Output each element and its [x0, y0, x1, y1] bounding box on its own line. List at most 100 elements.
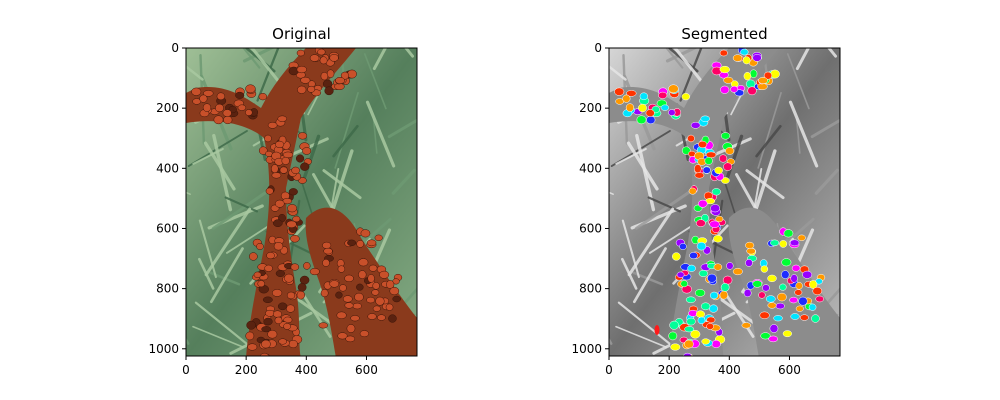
- ladybug: [271, 164, 279, 174]
- ladybug: [392, 295, 401, 303]
- ladybug: [668, 109, 676, 116]
- ladybug: [372, 282, 380, 290]
- ladybug: [730, 85, 739, 93]
- ladybug: [687, 264, 696, 272]
- axes-frame-segmented: [608, 47, 841, 357]
- grass-blade: [615, 325, 668, 348]
- ladybug: [360, 229, 371, 238]
- ladybug: [725, 147, 735, 155]
- y-tick-label: 400: [579, 161, 602, 175]
- ladybug: [802, 270, 813, 279]
- grass-blade: [665, 48, 699, 63]
- ladybug: [279, 166, 288, 174]
- ladybug: [697, 316, 706, 325]
- ladybug: [235, 91, 245, 99]
- ladybug: [322, 241, 332, 249]
- ladybug: [358, 258, 369, 267]
- ladybug: [356, 240, 365, 248]
- ladybug: [638, 103, 647, 113]
- ladybug: [745, 259, 753, 267]
- ladybug: [743, 289, 752, 298]
- grass-blade: [332, 124, 359, 158]
- ladybug: [781, 270, 790, 279]
- ladybug: [689, 252, 698, 260]
- ladybug: [245, 109, 253, 116]
- ladybug: [388, 314, 397, 323]
- ladybug: [741, 322, 751, 329]
- ladybug: [253, 271, 262, 278]
- ladybug: [297, 85, 307, 94]
- ladybug: [295, 154, 305, 163]
- ladybug: [318, 322, 328, 329]
- ladybug: [695, 219, 706, 227]
- ladybug: [668, 84, 679, 94]
- ladybug: [694, 164, 702, 174]
- original-ladybugs: [191, 48, 403, 356]
- ladybug: [747, 86, 757, 96]
- ladybug: [389, 286, 400, 296]
- ladybug: [770, 239, 780, 247]
- ladybug: [344, 302, 354, 309]
- ladybug: [789, 239, 800, 247]
- ladybug: [247, 343, 258, 351]
- grass-blade: [330, 168, 340, 208]
- ladybug: [258, 93, 268, 101]
- ladybug: [721, 177, 730, 184]
- ladybug: [797, 234, 806, 241]
- ladybug: [266, 252, 275, 260]
- ladybug: [626, 90, 637, 97]
- ladybug: [636, 115, 647, 125]
- ladybug: [337, 332, 348, 340]
- ladybug: [335, 291, 343, 299]
- ladybug: [783, 229, 794, 238]
- ladybug: [639, 92, 649, 101]
- ladybug: [791, 264, 801, 272]
- grass-blade: [242, 48, 276, 63]
- ladybug: [701, 338, 710, 345]
- ladybug: [752, 280, 763, 288]
- ladybug: [309, 268, 320, 276]
- original-photo: [186, 48, 417, 356]
- ladybug: [282, 151, 294, 159]
- grass-blade: [224, 196, 259, 213]
- ladybug: [275, 140, 285, 149]
- ladybug: [203, 90, 214, 97]
- ladybug: [324, 86, 334, 96]
- ladybug: [686, 317, 696, 326]
- ladybug: [371, 289, 380, 296]
- grass-blade: [301, 134, 321, 184]
- ladybug: [681, 146, 691, 155]
- y-tick-label: 600: [156, 221, 179, 235]
- stray-segment: [654, 325, 660, 335]
- ladybug: [352, 302, 362, 310]
- ladybug: [344, 274, 354, 283]
- ladybug: [695, 310, 705, 318]
- ladybug: [287, 204, 297, 213]
- ladybug: [683, 352, 692, 356]
- ladybug: [265, 187, 274, 195]
- ladybug: [679, 243, 687, 251]
- ladybug: [267, 329, 278, 339]
- grass-blade: [814, 168, 839, 195]
- ladybug: [808, 303, 817, 311]
- ladybug: [296, 65, 307, 74]
- ladybug: [292, 215, 301, 223]
- ladybug: [670, 343, 681, 351]
- ladybug: [356, 283, 364, 291]
- ladybug: [286, 291, 296, 300]
- y-tick-label: 1000: [571, 342, 602, 356]
- ladybug: [237, 104, 247, 111]
- ladybug: [272, 310, 282, 318]
- ladybug: [277, 115, 287, 122]
- x-tick-label: 0: [605, 363, 613, 377]
- ladybug: [723, 162, 733, 171]
- ladybug: [191, 87, 202, 96]
- grass-blade: [626, 141, 659, 191]
- ladybug: [722, 275, 733, 285]
- ladybug: [309, 54, 320, 62]
- ladybug: [286, 304, 295, 313]
- ladybug: [809, 280, 818, 289]
- x-tick-label: 400: [295, 363, 318, 377]
- ladybug: [704, 156, 713, 165]
- ladybug: [374, 234, 383, 241]
